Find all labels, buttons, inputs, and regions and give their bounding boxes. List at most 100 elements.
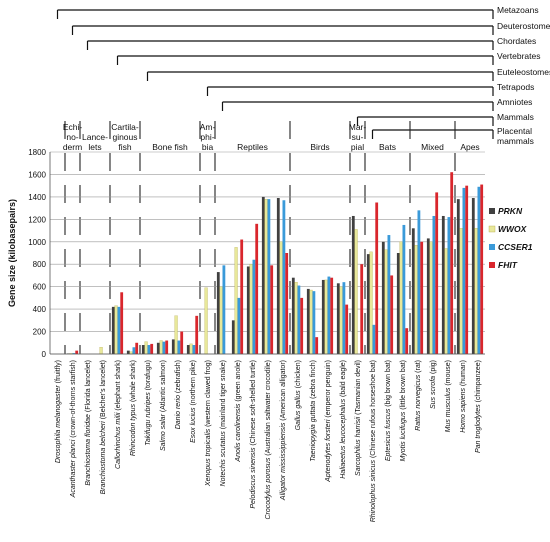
species-label: Homo sapiens (human) [460,360,467,433]
species-label: Gallus gallus (chicken) [295,360,302,430]
species-label: Pan troglodytes (chimpanzee) [475,360,482,453]
species-label: Branchiostoma floridae (Florida lancelet… [85,360,92,486]
bar-prkn-28 [471,198,475,354]
group-label: ginous [112,132,137,142]
clade-label: Euteleostomes [497,67,550,77]
clade-brackets: Metazoans Deuterostomes Chordates Vertebrat… [56,5,550,146]
bar-ccser1-28 [477,186,481,354]
bar-ccser1-18 [327,276,331,354]
species-label: Eptesicus fuscus (big brown bat) [385,360,392,461]
species-label: Haliaeetus leucocephalus (bald eagle) [340,360,347,479]
bar-ccser1-13 [252,259,256,354]
group-label: lets [88,142,101,152]
bar-prkn-4 [111,306,115,354]
bar-prkn-13 [246,266,250,354]
y-tick-label: 1400 [28,193,46,202]
species-label: Mus musculus (mouse) [445,360,452,432]
y-tick-label: 200 [33,328,47,337]
bar-ccser1-17 [312,291,316,354]
species-label: Salmo salar (Atlantic salmon) [160,360,167,451]
bar-wwox-16 [294,282,298,355]
bar-prkn-19 [336,283,340,354]
species-label: Xenopus tropicalis (western clawed frog) [205,360,212,487]
species-label: Crocodylus porosus (Australian saltwater… [265,360,272,520]
group-label: bia [202,142,214,152]
clade-label: Amniotes [497,97,532,107]
bar-fhit-14 [270,265,274,354]
bar-fhit-25 [435,192,439,354]
species-labels: Drosophila melanogaster (fruitfly) Acanth… [55,360,482,522]
bar-wwox-12 [234,247,238,355]
bar-fhit-26 [450,172,454,354]
bar-ccser1-25 [432,215,436,354]
bar-prkn-17 [306,288,310,354]
bar-prkn-9 [186,345,190,354]
bar-prkn-16 [291,277,295,354]
bar-ccser1-27 [462,187,466,354]
bar-fhit-4 [120,292,124,354]
y-tick-label: 1600 [28,170,46,179]
y-axis-label: Gene size (kilobasepairs) [7,199,17,307]
species-label: Myotis lucifugus (little brown bat) [400,360,407,462]
clade-label: Tetrapods [497,82,534,92]
bar-wwox-3 [99,347,103,355]
group-label: derm [63,142,82,152]
bar-prkn-23 [396,253,400,354]
bar-prkn-8 [171,339,175,354]
bar-wwox-7 [159,340,163,355]
clade-label: Chordates [497,36,536,46]
bar-ccser1-26 [447,217,451,354]
bar-fhit-12 [240,239,244,354]
bar-ccser1-9 [192,345,196,354]
species-label: Drosophila melanogaster (fruitfly) [55,360,62,463]
bar-ccser1-5 [132,347,136,354]
bar-fhit-23 [405,328,409,354]
bar-wwox-10 [204,287,208,355]
bar-fhit-5 [135,342,139,354]
bar-ccser1-8 [177,340,181,354]
bar-prkn-11 [216,272,220,354]
bar-wwox-25 [429,241,433,355]
group-label: fish [118,142,132,152]
species-label: Rhincodon typus (whale shark) [130,360,137,456]
bar-fhit-17 [315,337,319,354]
species-label: Esox lucius (northern pike) [190,360,197,443]
bar-prkn-21 [366,254,370,354]
bar-wwox-27 [459,228,463,355]
group-label: Birds [310,142,329,152]
clade-label: mammals [497,136,534,146]
legend: PRKN WWOX CCSER1 FHIT [488,206,533,270]
bar-wwox-4 [114,305,118,355]
bar-wwox-15 [279,241,283,355]
bar-fhit-6 [150,343,154,354]
legend-swatch-fhit [489,262,495,268]
group-label: Mixed [421,142,444,152]
bar-wwox-8 [174,315,178,355]
y-tick-label: 0 [42,350,47,359]
group-label: Apes [460,142,479,152]
y-tick-label: 400 [33,305,47,314]
bar-ccser1-6 [147,345,151,354]
bar-prkn-5 [126,350,130,354]
legend-swatch-prkn [489,208,495,214]
bar-fhit-18 [330,277,334,354]
bar-ccser1-15 [282,200,286,354]
group-label: Bats [379,142,396,152]
bar-prkn-15 [276,198,280,354]
bar-wwox-11 [219,286,223,355]
axes: 0 200 400 600 800 1000 1200 1400 1600 1800 Gene si… [7,148,485,359]
bar-prkn-22 [381,241,385,354]
bar-fhit-13 [255,223,259,354]
bar-prkn-18 [321,279,325,354]
group-label: no- [66,132,78,142]
species-label: Danio rerio (zebrafish) [175,360,182,429]
species-label: Acanthaster planci (crown-of-thorns star… [70,360,77,498]
clade-label: Placental [497,126,532,136]
bar-prkn-14 [261,196,265,354]
bar-wwox-20 [354,229,358,355]
species-label: Taeniopygia guttata (zebra finch) [310,360,317,462]
group-label: phi- [200,132,214,142]
bar-wwox-6 [144,341,148,355]
